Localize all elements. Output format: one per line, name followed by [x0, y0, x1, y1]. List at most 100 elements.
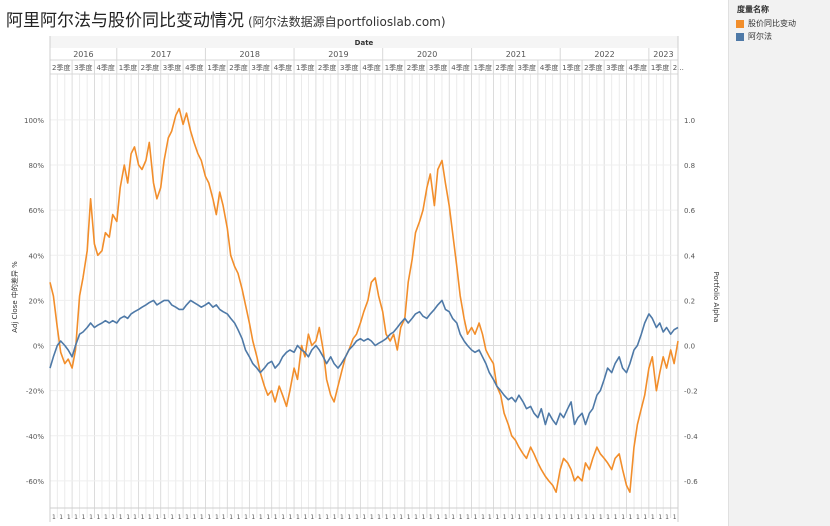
chart-title-main: 阿里阿尔法与股价同比变动情况	[6, 11, 244, 31]
y-left-tick-label: 60%	[28, 207, 44, 215]
y-right-tick-label: 0.4	[684, 252, 696, 260]
legend-swatch-alpha	[736, 32, 744, 41]
bottom-tick-label: 1	[259, 514, 263, 521]
year-label-2020: 2020	[417, 50, 437, 59]
bottom-tick-label: 1	[533, 514, 537, 521]
bottom-tick-label: 1	[289, 514, 293, 521]
bottom-tick-label: 1	[318, 514, 322, 521]
line-chart: Date 2016 2017 2018 2019 2020 2021 2022 2023 2季度 3…	[10, 36, 720, 522]
bottom-tick-label: 1	[651, 514, 655, 521]
y-right-tick-label: 0.6	[684, 207, 696, 215]
bottom-tick-label: 1	[133, 514, 137, 521]
y-left-tick-label: -20%	[26, 388, 44, 396]
quarter-label-2023-1季度: 1季度	[651, 63, 669, 72]
bottom-tick-label: 1	[518, 514, 522, 521]
bottom-tick-label: 1	[503, 514, 507, 521]
bottom-tick-label: 1	[495, 514, 499, 521]
y-left-tick-label: 20%	[28, 297, 44, 305]
bottom-tick-label: 1	[385, 514, 389, 521]
y-right-tick-label: -0.2	[684, 388, 698, 396]
legend-label-alpha: 阿尔法	[748, 32, 772, 41]
legend-item-alpha[interactable]: 阿尔法	[736, 31, 772, 42]
legend-item-price-change[interactable]: 股价同比变动	[736, 18, 796, 29]
bottom-tick-label: 1	[481, 514, 485, 521]
quarter-label-2018-1季度: 1季度	[207, 63, 225, 72]
bottom-tick-label: 1	[599, 514, 603, 521]
bottom-tick-label: 1	[584, 514, 588, 521]
bottom-tick-label: 1	[444, 514, 448, 521]
x-axis-title-band	[50, 36, 678, 48]
bottom-tick-label: 1	[658, 514, 662, 521]
bottom-tick-label: 1	[340, 514, 344, 521]
bottom-tick-label: 1	[155, 514, 159, 521]
bottom-tick-label: 1	[89, 514, 93, 521]
year-label-2018: 2018	[240, 50, 260, 59]
bottom-tick-label: 1	[362, 514, 366, 521]
bottom-tick-label: 1	[577, 514, 581, 521]
y-left-tick-label: -40%	[26, 433, 44, 441]
series-line-alpha	[49, 299, 679, 426]
quarter-label-2022-4季度: 4季度	[629, 63, 647, 72]
year-label-2023: 2023	[653, 50, 673, 59]
bottom-tick-label: 1	[296, 514, 300, 521]
bottom-tick-label: 1	[643, 514, 647, 521]
bottom-tick-label: 1	[591, 514, 595, 521]
year-label-2022: 2022	[594, 50, 614, 59]
y-left-tick-label: 0%	[33, 343, 44, 351]
y-left-axis-title: Adj Close 中的差异 %	[10, 261, 19, 333]
bottom-tick-label: 1	[82, 514, 86, 521]
bottom-tick-label: 1	[414, 514, 418, 521]
bottom-tick-label: 1	[96, 514, 100, 521]
quarter-label-2020-2季度: 2季度	[407, 63, 425, 72]
bottom-tick-label: 1	[325, 514, 329, 521]
quarter-label-2018-2季度: 2季度	[229, 63, 247, 72]
quarter-label-2017-1季度: 1季度	[119, 63, 137, 72]
year-label-2017: 2017	[151, 50, 171, 59]
y-left-tick-label: 40%	[28, 252, 44, 260]
y-left-tick-label: 100%	[24, 117, 44, 125]
legend-title: 度量名称	[737, 5, 769, 14]
quarter-label-2017-2季度: 2季度	[141, 63, 159, 72]
bottom-tick-label: 1	[429, 514, 433, 521]
bottom-tick-label: 1	[266, 514, 270, 521]
legend-label-price-change: 股价同比变动	[748, 19, 796, 28]
bottom-tick-label: 1	[636, 514, 640, 521]
x-axis-title: Date	[355, 39, 374, 47]
bottom-tick-label: 1	[510, 514, 514, 521]
y-right-tick-label: 1.0	[684, 117, 695, 125]
quarter-label-2016-2季度: 2季度	[52, 63, 70, 72]
bottom-tick-label: 1	[540, 514, 544, 521]
bottom-tick-label: 1	[621, 514, 625, 521]
bottom-tick-label: 1	[333, 514, 337, 521]
bottom-tick-label: 1	[244, 514, 248, 521]
quarter-label-2016-4季度: 4季度	[96, 63, 114, 72]
quarter-label-2020-1季度: 1季度	[385, 63, 403, 72]
bottom-tick-label: 1	[178, 514, 182, 521]
quarter-label-2020-4季度: 4季度	[451, 63, 469, 72]
bottom-tick-label: 1	[488, 514, 492, 521]
quarter-label-2018-4季度: 4季度	[274, 63, 292, 72]
bottom-tick-label: 1	[570, 514, 574, 521]
quarter-label-2017-4季度: 4季度	[185, 63, 203, 72]
bottom-tick-label: 1	[355, 514, 359, 521]
bottom-tick-label: 1	[304, 514, 308, 521]
bottom-tick-label: 1	[348, 514, 352, 521]
bottom-tick-label: 1	[215, 514, 219, 521]
legend-panel: 度量名称 股价同比变动 阿尔法	[728, 0, 830, 526]
bottom-tick-label: 1	[614, 514, 618, 521]
bottom-tick-label: 1	[170, 514, 174, 521]
quarter-label-2019-2季度: 2季度	[318, 63, 336, 72]
bottom-tick-label: 1	[422, 514, 426, 521]
quarter-label-2022-1季度: 1季度	[562, 63, 580, 72]
quarter-label-2019-1季度: 1季度	[296, 63, 314, 72]
bottom-tick-label: 1	[555, 514, 559, 521]
bottom-tick-label: 1	[193, 514, 197, 521]
y-right-axis-title: Portfolio Alpha	[712, 272, 720, 323]
bottom-tick-label: 1	[665, 514, 669, 521]
chart-title: 阿里阿尔法与股价同比变动情况 (阿尔法数据源自portfolioslab.com)	[6, 6, 446, 31]
y-right-tick-label: 0.0	[684, 343, 695, 351]
bottom-tick-label: 1	[67, 514, 71, 521]
bottom-tick-label: 1	[141, 514, 145, 521]
bottom-tick-label: 1	[163, 514, 167, 521]
year-label-2016: 2016	[73, 50, 93, 59]
